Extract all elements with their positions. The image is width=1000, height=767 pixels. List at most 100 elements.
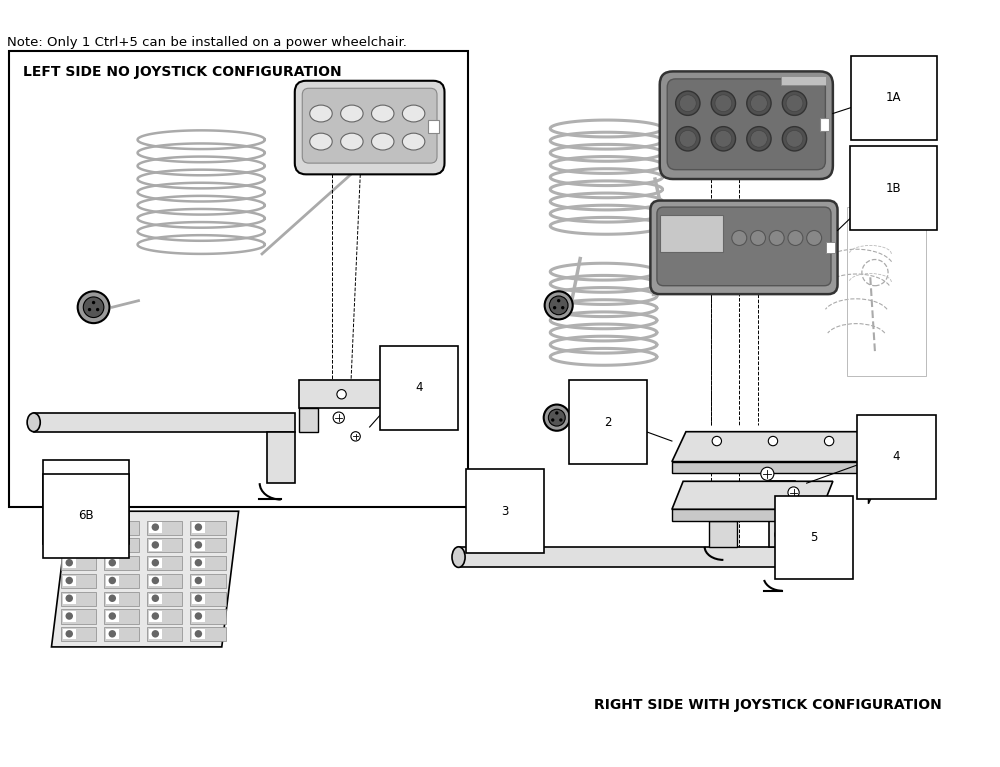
Bar: [847, 207, 926, 376]
Circle shape: [92, 301, 95, 304]
Circle shape: [88, 308, 91, 311]
Bar: [9, 51, 468, 508]
Bar: [63, 611, 76, 622]
Bar: [192, 576, 205, 586]
Bar: [190, 610, 226, 624]
Bar: [147, 627, 182, 641]
Circle shape: [109, 630, 116, 637]
Bar: [190, 556, 226, 570]
Circle shape: [152, 523, 159, 531]
Bar: [104, 591, 139, 606]
Bar: [61, 591, 96, 606]
Bar: [660, 215, 723, 252]
Ellipse shape: [372, 105, 394, 122]
Circle shape: [109, 577, 116, 584]
Text: LEFT SIDE NO JOYSTICK CONFIGURATION: LEFT SIDE NO JOYSTICK CONFIGURATION: [23, 65, 342, 79]
Bar: [267, 432, 295, 483]
Circle shape: [195, 542, 202, 548]
Circle shape: [109, 612, 116, 620]
Circle shape: [109, 594, 116, 602]
Circle shape: [751, 231, 765, 245]
Circle shape: [676, 127, 700, 151]
Bar: [299, 380, 384, 408]
Circle shape: [732, 231, 747, 245]
Bar: [63, 629, 76, 640]
Circle shape: [553, 306, 556, 309]
Circle shape: [679, 95, 696, 112]
Bar: [61, 627, 96, 641]
Ellipse shape: [452, 547, 465, 568]
Circle shape: [195, 630, 202, 637]
Bar: [106, 629, 119, 640]
Bar: [769, 481, 795, 547]
Circle shape: [152, 612, 159, 620]
Bar: [149, 611, 162, 622]
Bar: [190, 591, 226, 606]
Circle shape: [807, 231, 822, 245]
Bar: [63, 576, 76, 586]
Text: 5: 5: [810, 531, 818, 544]
Bar: [106, 576, 119, 586]
Bar: [104, 521, 139, 535]
Circle shape: [66, 523, 73, 531]
Circle shape: [824, 436, 834, 446]
FancyBboxPatch shape: [295, 81, 445, 174]
Circle shape: [751, 95, 767, 112]
Bar: [63, 522, 76, 533]
Text: 6A: 6A: [78, 495, 94, 509]
Circle shape: [782, 127, 807, 151]
Circle shape: [66, 542, 73, 548]
Bar: [104, 627, 139, 641]
Circle shape: [747, 91, 771, 115]
Circle shape: [195, 594, 202, 602]
Circle shape: [561, 306, 564, 309]
Circle shape: [66, 577, 73, 584]
Circle shape: [788, 487, 799, 498]
Circle shape: [761, 467, 774, 480]
Circle shape: [109, 559, 116, 567]
Bar: [147, 610, 182, 624]
Polygon shape: [672, 509, 822, 521]
Circle shape: [711, 127, 736, 151]
Bar: [147, 556, 182, 570]
Circle shape: [559, 418, 563, 422]
Bar: [190, 521, 226, 535]
Circle shape: [747, 127, 771, 151]
Text: 2: 2: [605, 416, 612, 429]
Bar: [106, 522, 119, 533]
Circle shape: [545, 291, 573, 319]
Bar: [709, 521, 737, 547]
Bar: [190, 627, 226, 641]
Polygon shape: [51, 512, 239, 647]
Bar: [106, 540, 119, 551]
Circle shape: [109, 542, 116, 548]
Bar: [147, 574, 182, 588]
Circle shape: [195, 612, 202, 620]
Ellipse shape: [310, 133, 332, 150]
Bar: [104, 538, 139, 552]
Bar: [192, 540, 205, 551]
Text: Note: Only 1 Ctrl+5 can be installed on a power wheelchair.: Note: Only 1 Ctrl+5 can be installed on …: [7, 36, 407, 49]
Bar: [149, 558, 162, 568]
Circle shape: [66, 559, 73, 567]
Circle shape: [786, 130, 803, 147]
Polygon shape: [672, 432, 882, 462]
Bar: [94, 301, 107, 313]
Circle shape: [83, 297, 104, 318]
Bar: [826, 242, 835, 253]
FancyBboxPatch shape: [302, 88, 437, 163]
Bar: [106, 594, 119, 604]
Bar: [61, 521, 96, 535]
Circle shape: [337, 390, 346, 399]
FancyBboxPatch shape: [650, 200, 838, 294]
Bar: [63, 594, 76, 604]
Bar: [149, 594, 162, 604]
Bar: [192, 629, 205, 640]
Text: 4: 4: [893, 450, 900, 463]
Bar: [149, 576, 162, 586]
FancyBboxPatch shape: [660, 71, 833, 179]
Polygon shape: [868, 432, 882, 504]
Ellipse shape: [372, 133, 394, 150]
Bar: [192, 594, 205, 604]
Bar: [147, 538, 182, 552]
